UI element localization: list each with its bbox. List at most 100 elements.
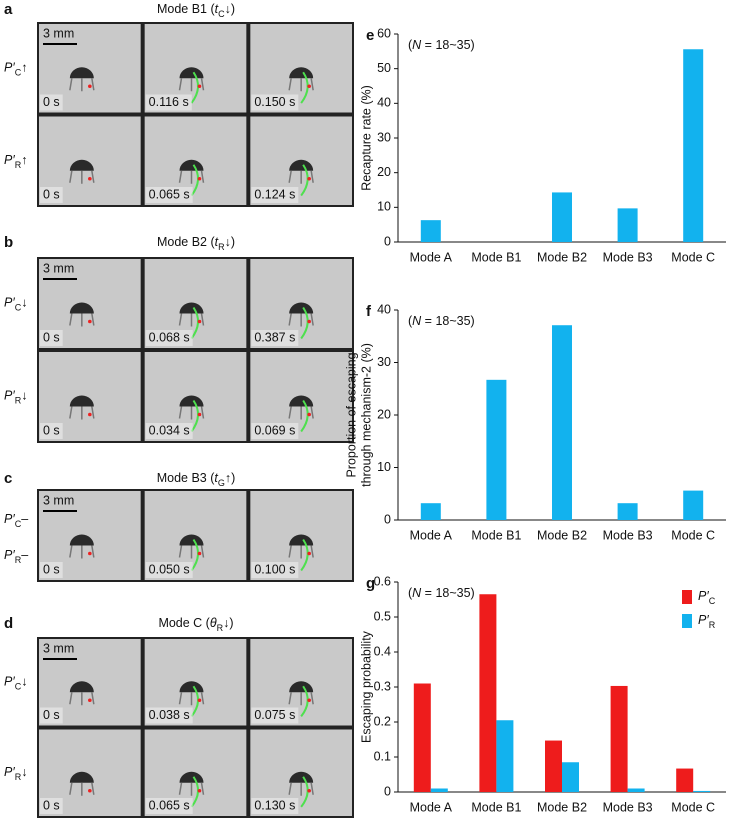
y-tick-label: 30 bbox=[377, 130, 391, 144]
time-label: 0 s bbox=[43, 330, 60, 344]
y-tick-label: 60 bbox=[377, 26, 391, 40]
panel-title-part: t bbox=[215, 235, 219, 249]
x-tick-label: Mode B2 bbox=[537, 528, 587, 542]
x-tick-label: Mode C bbox=[671, 250, 715, 264]
annotation-part: = 18~35) bbox=[421, 38, 475, 52]
marker-dot bbox=[307, 84, 311, 89]
y-tick-label: 10 bbox=[377, 460, 391, 474]
jellyfish bbox=[179, 771, 204, 783]
panel-title-part: R bbox=[217, 623, 224, 633]
time-label: 0.075 s bbox=[254, 708, 295, 722]
time-bg bbox=[145, 94, 192, 111]
marker-dot bbox=[197, 84, 202, 89]
annotation-part: N bbox=[412, 586, 422, 600]
time-bg bbox=[145, 707, 193, 724]
trajectory bbox=[300, 399, 309, 433]
trajectory bbox=[190, 306, 199, 340]
row-label: P′C↑ bbox=[4, 61, 27, 78]
x-tick-label: Mode A bbox=[410, 528, 453, 542]
row-label-part: ↓ bbox=[21, 765, 27, 779]
annotation-part: ( bbox=[408, 38, 413, 52]
time-bg bbox=[40, 423, 63, 439]
jellyfish bbox=[179, 302, 204, 314]
panel-letter: c bbox=[4, 470, 12, 487]
tentacles bbox=[69, 170, 95, 184]
time-bg bbox=[40, 187, 63, 203]
time-label: 0 s bbox=[43, 798, 60, 812]
row-label-part: P′ bbox=[4, 61, 15, 75]
bar bbox=[496, 720, 514, 792]
bar bbox=[683, 49, 704, 243]
panel-title-part: G bbox=[218, 478, 225, 488]
panel-title-part: R bbox=[218, 242, 225, 252]
jellyfish bbox=[69, 395, 94, 407]
annotation-part: = 18~35) bbox=[421, 586, 475, 600]
trajectory bbox=[190, 399, 199, 433]
annotation-part: N bbox=[412, 314, 422, 328]
row-label-part: P′ bbox=[4, 512, 15, 526]
y-tick-label: 40 bbox=[377, 302, 391, 316]
row-label-part: P′ bbox=[4, 389, 15, 403]
legend-label: P′R bbox=[698, 613, 716, 630]
time-bg bbox=[251, 187, 299, 203]
time-label: 0.050 s bbox=[149, 562, 190, 576]
tentacles bbox=[178, 545, 205, 559]
bar bbox=[562, 762, 579, 792]
marker-dot bbox=[197, 788, 202, 793]
y-tick-label: 0.2 bbox=[374, 714, 391, 728]
marker-dot bbox=[197, 698, 202, 703]
time-bg bbox=[145, 187, 193, 203]
tentacles bbox=[288, 406, 314, 420]
panel-title-part: θ bbox=[210, 616, 217, 630]
tentacles bbox=[69, 782, 95, 796]
x-tick-label: Mode B2 bbox=[537, 800, 587, 814]
legend-label-sub: R bbox=[709, 620, 716, 630]
panel-letter: f bbox=[366, 303, 372, 320]
tentacles bbox=[288, 545, 314, 559]
x-tick-label: Mode B1 bbox=[471, 528, 521, 542]
panel-title: Mode C (θR↓) bbox=[158, 616, 233, 633]
trajectory bbox=[190, 538, 199, 572]
y-tick-label: 0 bbox=[384, 512, 391, 526]
y-axis-label: through mechanism-2 (%) bbox=[359, 343, 373, 487]
y-tick-label: 0 bbox=[384, 784, 391, 798]
scale-bar-label: 3 mm bbox=[43, 26, 74, 40]
tentacles bbox=[178, 170, 205, 184]
tentacles bbox=[178, 313, 205, 327]
marker-dot bbox=[307, 412, 311, 417]
time-bg bbox=[251, 707, 299, 724]
bar bbox=[552, 325, 572, 520]
row-label-part: P′ bbox=[4, 765, 15, 779]
tentacles bbox=[288, 782, 314, 796]
x-tick-label: Mode B3 bbox=[603, 250, 653, 264]
jellyfish bbox=[179, 395, 204, 407]
jellyfish bbox=[69, 67, 94, 79]
jellyfish bbox=[289, 534, 314, 546]
row-label: P′C↓ bbox=[4, 675, 27, 692]
row-label: P′R↓ bbox=[4, 389, 27, 406]
x-tick-label: Mode B1 bbox=[471, 800, 521, 814]
tentacles bbox=[288, 78, 314, 92]
time-label: 0.100 s bbox=[254, 562, 295, 576]
time-bg bbox=[251, 330, 299, 346]
row-label-part: ↓ bbox=[21, 296, 27, 310]
marker-dot bbox=[307, 551, 311, 556]
row-label: P′R– bbox=[4, 548, 28, 565]
scale-bar-label: 3 mm bbox=[43, 261, 74, 275]
tentacles bbox=[178, 692, 205, 706]
row-label: P′R↓ bbox=[4, 765, 27, 782]
row-label-part: R bbox=[15, 555, 22, 565]
x-tick-label: Mode A bbox=[410, 250, 453, 264]
time-label: 0 s bbox=[43, 95, 60, 109]
bar bbox=[420, 503, 441, 520]
tentacles bbox=[69, 78, 95, 92]
panel-letter: g bbox=[366, 575, 375, 592]
bar bbox=[479, 594, 497, 792]
legend-swatch bbox=[682, 590, 692, 604]
panel-title-part: t bbox=[214, 471, 218, 485]
jellyfish bbox=[289, 395, 314, 407]
trajectory bbox=[190, 776, 199, 808]
time-bg bbox=[251, 562, 299, 578]
marker-dot bbox=[197, 551, 202, 556]
trajectory bbox=[300, 776, 309, 808]
